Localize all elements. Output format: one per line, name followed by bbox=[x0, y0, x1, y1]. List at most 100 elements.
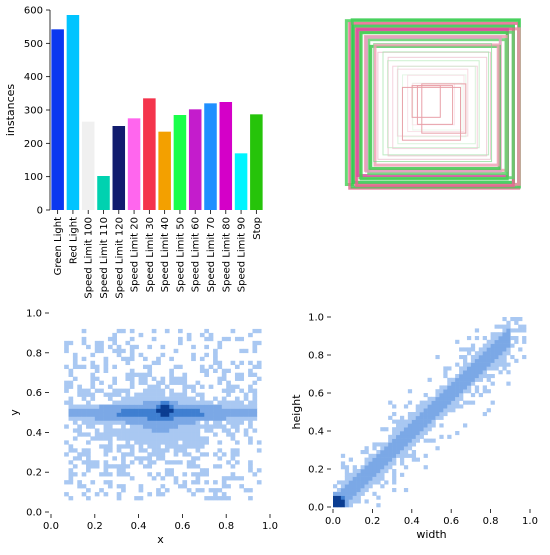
heatmap-cell bbox=[514, 336, 519, 341]
heatmap-cell bbox=[199, 436, 205, 441]
heatmap-cell bbox=[178, 428, 183, 433]
heatmap-cell bbox=[138, 444, 144, 449]
heatmap-cell bbox=[186, 460, 192, 465]
heatmap-cell bbox=[182, 484, 188, 489]
heatmap-cell bbox=[169, 412, 174, 417]
label-box bbox=[387, 60, 480, 149]
heatmap-cell bbox=[447, 408, 452, 413]
heatmap-cell bbox=[107, 408, 113, 413]
heatmap-cell bbox=[443, 385, 448, 390]
heatmap-cell bbox=[99, 404, 104, 409]
heatmap-cell bbox=[195, 432, 201, 437]
heatmap-cell bbox=[68, 496, 74, 501]
heatmap-cell bbox=[447, 396, 452, 401]
heatmap-cell bbox=[368, 453, 373, 458]
heatmap-cell bbox=[455, 374, 460, 379]
heatmap-cell bbox=[173, 432, 179, 437]
heatmap-cell bbox=[403, 465, 409, 470]
heatmap-cell bbox=[221, 400, 227, 405]
heatmap-cell bbox=[103, 408, 109, 413]
heatmap-cell bbox=[64, 440, 69, 445]
heatmap-cell bbox=[182, 408, 188, 413]
heatmap-cell bbox=[134, 456, 139, 461]
heatmap-cell bbox=[431, 404, 436, 409]
heatmap-cell bbox=[164, 404, 170, 409]
heatmap-cell bbox=[396, 427, 401, 432]
heatmap-cell bbox=[221, 476, 227, 481]
heatmap-cell bbox=[199, 356, 205, 362]
heatmap-cell bbox=[125, 400, 131, 405]
heatmap-cell bbox=[411, 453, 417, 458]
heatmap-cell bbox=[72, 360, 78, 366]
heatmap-cell bbox=[234, 448, 240, 453]
bar-x-tick-label: Green Light bbox=[53, 217, 64, 275]
heatmap-cell bbox=[138, 496, 144, 501]
heatmap-cell bbox=[226, 392, 231, 397]
heatmap-cell bbox=[399, 461, 405, 466]
heatmap-cell bbox=[376, 450, 381, 455]
heatmap-cell bbox=[169, 356, 174, 362]
heatmap-cell bbox=[333, 484, 338, 489]
heatmap-cell bbox=[178, 328, 183, 334]
heatmap-cell bbox=[439, 400, 444, 405]
heatmap-cell bbox=[411, 442, 417, 447]
heatmap-cell bbox=[195, 428, 201, 433]
heatmap-cell bbox=[72, 376, 78, 381]
heatmap-cell bbox=[81, 492, 87, 497]
heatmap-cell bbox=[498, 370, 503, 375]
heatmap-cell bbox=[399, 438, 405, 443]
heatmap-cell bbox=[186, 332, 192, 338]
heatmap-cell bbox=[411, 427, 417, 432]
heatmap-cell bbox=[107, 396, 113, 401]
heatmap-cell bbox=[164, 460, 170, 465]
heatmap-cell bbox=[423, 423, 428, 428]
heatmap-cell bbox=[392, 480, 397, 485]
heatmap-cell bbox=[86, 424, 91, 429]
heatmap-cell bbox=[182, 440, 188, 445]
heatmap-cell bbox=[336, 495, 342, 500]
heatmap-cell bbox=[173, 412, 179, 417]
heatmap-cell bbox=[248, 408, 253, 413]
heatmap-cell bbox=[191, 424, 196, 429]
heatmap-cell bbox=[506, 332, 511, 337]
bar-speed-limit-60 bbox=[188, 109, 202, 210]
heatmap-cell bbox=[134, 420, 139, 425]
heatmap-cell bbox=[486, 362, 491, 367]
heatmap-cell bbox=[199, 472, 205, 477]
heatmap-cell bbox=[99, 420, 104, 425]
heatmap-cell bbox=[151, 396, 157, 401]
heatmap-cell bbox=[463, 362, 468, 367]
heatmap-cell bbox=[239, 360, 245, 366]
heatmap-cell bbox=[217, 424, 223, 429]
heatmap-cell bbox=[364, 476, 369, 481]
heatmap-cell bbox=[213, 396, 218, 401]
heatmap-cell bbox=[169, 372, 174, 377]
heatmap-cell bbox=[340, 499, 346, 504]
heatmap-cell bbox=[99, 472, 104, 477]
heatmap-cell bbox=[138, 448, 144, 453]
heatmap-cell bbox=[129, 432, 135, 437]
heatmap-cell bbox=[486, 355, 491, 360]
heatmap-cell bbox=[191, 416, 196, 421]
heatmap-cell bbox=[186, 416, 192, 421]
heatmap-cell bbox=[90, 404, 96, 409]
bar-speed-limit-110 bbox=[97, 176, 110, 210]
heatmap-cell bbox=[459, 347, 464, 352]
heatmap-cell bbox=[474, 328, 480, 333]
heatmap-cell bbox=[217, 380, 223, 385]
heatmap-cell bbox=[376, 453, 381, 458]
heatmap-cell bbox=[112, 388, 117, 393]
heatmap-cell bbox=[217, 376, 223, 381]
heatmap-cell bbox=[195, 416, 201, 421]
heatmap-cell bbox=[208, 496, 214, 501]
heatmap-cell bbox=[86, 448, 91, 453]
heatmap-cell bbox=[463, 355, 468, 360]
heatmap-cell bbox=[125, 472, 131, 477]
heatmap-cell bbox=[182, 480, 188, 485]
heatmap-x-tick-label: 0.2 bbox=[87, 521, 103, 532]
heatmap-cell bbox=[392, 442, 397, 447]
heatmap-cell bbox=[217, 400, 223, 405]
heatmap-cell bbox=[147, 464, 153, 469]
heatmap-cell bbox=[439, 385, 444, 390]
heatmap-cell bbox=[463, 423, 468, 428]
